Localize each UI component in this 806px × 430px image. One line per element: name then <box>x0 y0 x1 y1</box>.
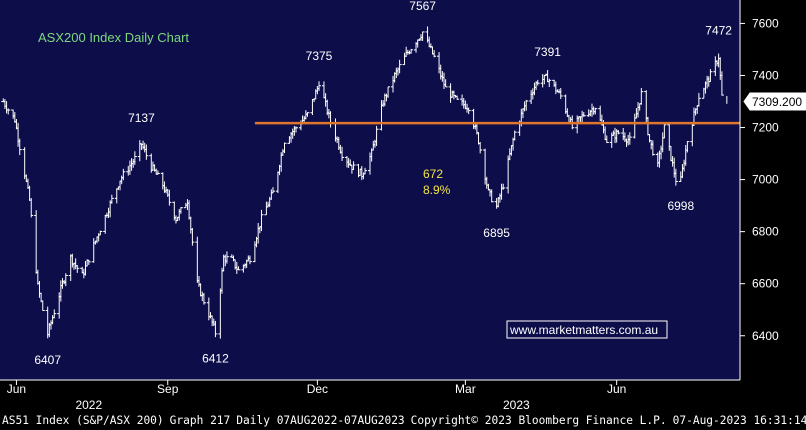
watermark[interactable]: www.marketmatters.com.au <box>506 320 668 339</box>
y-tick-label: 7000 <box>752 173 779 187</box>
x-year-label: 2023 <box>503 398 530 411</box>
level-label: 7137 <box>128 111 155 125</box>
last-price-value: 7309.200 <box>752 95 802 109</box>
annotation: 672 8.9% <box>423 167 451 197</box>
last-price-box <box>743 92 806 111</box>
y-axis: 6400 6600 6800 7000 7200 7400 7600 <box>739 0 779 380</box>
watermark-link[interactable]: www.marketmatters.com.au <box>509 323 658 337</box>
footer-period: Daily 07AUG2022-07AUG2023 <box>236 414 405 427</box>
footer-graph: Graph 217 <box>169 414 231 427</box>
y-tick-label: 7600 <box>752 16 779 30</box>
price-bars <box>1 26 728 339</box>
level-label: 6895 <box>483 226 510 240</box>
x-year-label: 2022 <box>75 398 102 411</box>
x-axis: Jun Sep Dec Mar Jun 2022 2023 <box>0 379 740 411</box>
annotation-percent: 8.9% <box>423 183 451 197</box>
x-tick-label: Jun <box>7 382 26 396</box>
y-axis-panel <box>740 0 806 380</box>
footer-security: AS51 Index (S&P/ASX 200) <box>2 414 164 427</box>
footer-timestamp: 07-Aug-2023 16:31:14 <box>672 414 806 427</box>
level-label: 7567 <box>409 0 436 13</box>
y-tick-label: 6600 <box>752 277 779 291</box>
level-label: 6407 <box>34 353 61 367</box>
y-tick-label: 7200 <box>752 121 779 135</box>
x-tick-label: Sep <box>157 382 179 396</box>
plot-background <box>0 0 740 380</box>
annotation-points: 672 <box>423 167 443 181</box>
level-label: 6412 <box>202 352 229 366</box>
last-price-tag: 7309.200 <box>743 92 806 111</box>
watermark-box <box>506 320 668 339</box>
y-tick-label: 7400 <box>752 68 779 82</box>
chart-title: ASX200 Index Daily Chart <box>38 30 189 45</box>
price-chart: 6400 6600 6800 7000 7200 7400 7600 Jun Sep Dec Ma… <box>0 0 806 411</box>
level-label: 7391 <box>534 45 561 59</box>
y-tick-label: 6800 <box>752 225 779 239</box>
peak-trough-labels: 6407 7137 6412 7375 7567 6895 7391 6998 7472 <box>34 0 732 367</box>
footer-copyright: Copyright© 2023 Bloomberg Finance L.P. <box>410 414 667 427</box>
y-tick-label: 6400 <box>752 329 779 343</box>
level-label: 7472 <box>705 24 732 38</box>
level-label: 7375 <box>306 49 333 63</box>
level-label: 6998 <box>667 199 694 213</box>
x-tick-label: Mar <box>455 382 476 396</box>
bloomberg-footer: AS51 Index (S&P/ASX 200) Graph 217 Daily 0… <box>0 411 806 430</box>
x-tick-label: Jun <box>607 382 626 396</box>
x-tick-label: Dec <box>307 382 328 396</box>
